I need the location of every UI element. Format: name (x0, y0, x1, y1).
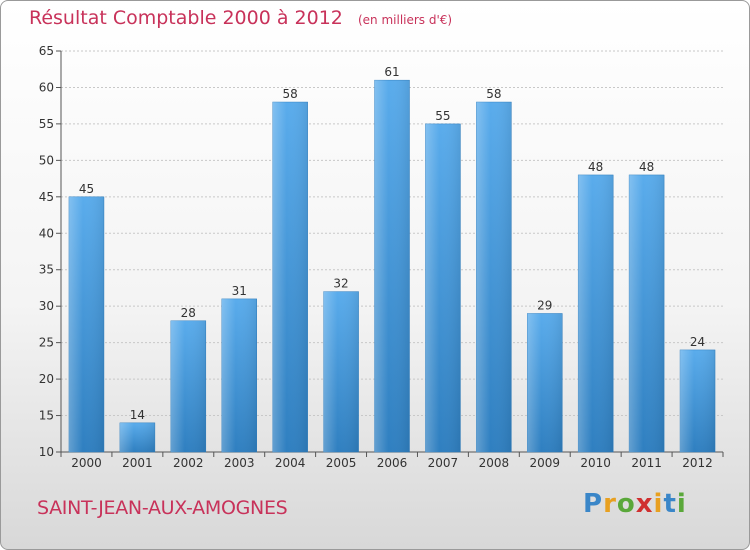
y-tick-label: 15 (39, 409, 54, 423)
data-label: 14 (130, 408, 145, 422)
data-label: 55 (435, 109, 450, 123)
bar-shade (221, 298, 257, 452)
data-label: 45 (79, 182, 94, 196)
y-tick-labels: 10 15 20 25 30 35 40 45 50 55 60 65 (39, 44, 54, 459)
x-tick-labels: 2000 2001 2002 2003 2004 2005 2006 2007 2008 2009… (71, 456, 713, 470)
bar-shade (680, 349, 716, 452)
y-tick-label: 45 (39, 190, 54, 204)
proxiti-logo: Proxiti (583, 489, 687, 519)
logo-letter: i (653, 489, 664, 519)
data-label: 61 (384, 65, 399, 79)
bar-shade (374, 80, 410, 452)
x-tick-label: 2010 (580, 456, 611, 470)
x-tick-label: 2012 (682, 456, 713, 470)
logo-letter: P (583, 489, 604, 519)
x-tick-label: 2000 (71, 456, 102, 470)
y-tick-label: 10 (39, 445, 54, 459)
logo-letter: t (663, 489, 677, 519)
bar-shade (476, 102, 512, 452)
bar-shade (272, 102, 308, 452)
data-label: 48 (639, 160, 654, 174)
commune-name: SAINT-JEAN-AUX-AMOGNES (37, 497, 288, 519)
data-label: 58 (283, 87, 298, 101)
data-labels: 45 14 28 31 58 32 61 55 58 29 48 48 24 (79, 65, 705, 422)
y-tick-label: 55 (39, 117, 54, 131)
x-tick-label: 2003 (224, 456, 255, 470)
chart-subtitle: (en milliers d'€) (357, 13, 453, 27)
logo-letter: r (603, 489, 617, 519)
bar-shade (425, 123, 461, 452)
x-tick-label: 2001 (122, 456, 153, 470)
y-tick-label: 30 (39, 299, 54, 313)
y-tick-label: 50 (39, 153, 54, 167)
bar-shade (170, 320, 206, 452)
x-tick-label: 2007 (428, 456, 459, 470)
data-label: 48 (588, 160, 603, 174)
chart-title: Résultat Comptable 2000 à 2012 (29, 7, 343, 29)
y-tick-label: 65 (39, 44, 54, 58)
x-tick-label: 2008 (479, 456, 510, 470)
x-tick-label: 2011 (631, 456, 662, 470)
data-label: 31 (232, 284, 247, 298)
data-label: 32 (333, 277, 348, 291)
x-tick-label: 2004 (275, 456, 306, 470)
data-label: 28 (181, 306, 196, 320)
bar-shade (68, 196, 104, 452)
bar-shade (629, 174, 665, 453)
bar-shade (578, 174, 614, 453)
data-label: 29 (537, 298, 552, 312)
x-tick-label: 2005 (326, 456, 357, 470)
bar-shade (323, 291, 359, 452)
data-label: 24 (690, 335, 705, 349)
x-tick-label: 2002 (173, 456, 204, 470)
y-tick-label: 40 (39, 226, 54, 240)
bar-shade (527, 313, 563, 452)
logo-letter: i (676, 489, 687, 519)
title-row: Résultat Comptable 2000 à 2012 (en milli… (29, 7, 452, 29)
x-tick-label: 2009 (529, 456, 560, 470)
y-tick-label: 60 (39, 80, 54, 94)
data-label: 58 (486, 87, 501, 101)
x-tick-label: 2006 (377, 456, 408, 470)
y-tick-label: 35 (39, 263, 54, 277)
y-tick-label: 20 (39, 372, 54, 386)
bars (68, 79, 716, 453)
bar-shade (119, 422, 155, 452)
logo-letter: x (635, 489, 654, 519)
y-tick-label: 25 (39, 336, 54, 350)
logo-letter: o (616, 489, 636, 519)
